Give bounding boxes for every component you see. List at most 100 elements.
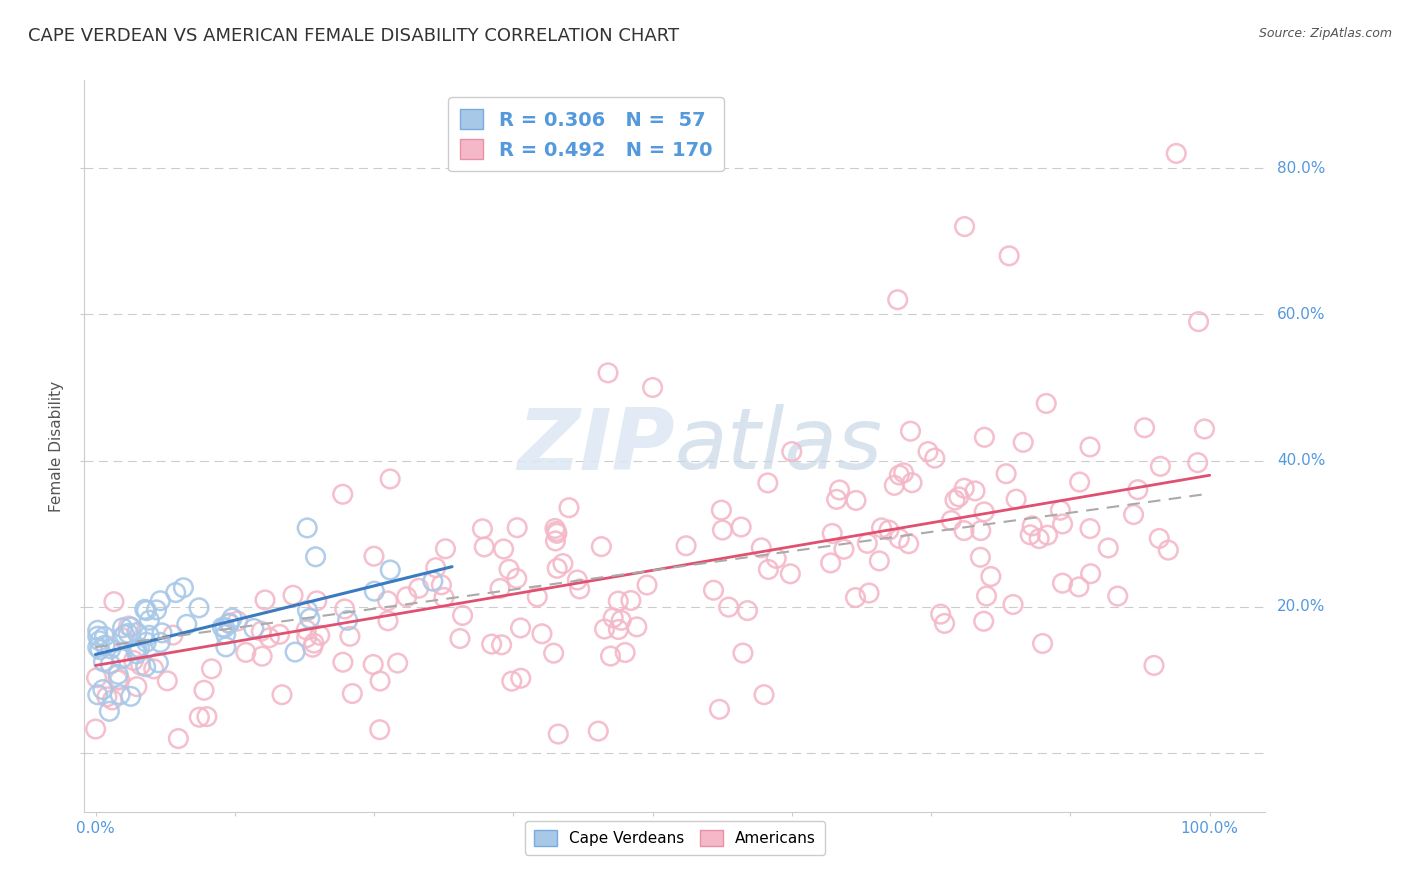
Point <box>120 620 142 634</box>
Point <box>544 533 567 548</box>
Point <box>162 628 184 642</box>
Point <box>602 611 624 625</box>
Point <box>250 649 273 664</box>
Point <box>821 526 844 541</box>
Point <box>1187 315 1209 329</box>
Point <box>100 641 122 656</box>
Point <box>377 594 399 608</box>
Point <box>941 514 963 528</box>
Point <box>1133 421 1156 435</box>
Point <box>117 626 139 640</box>
Point <box>378 472 401 486</box>
Point <box>973 505 995 519</box>
Point <box>336 613 359 627</box>
Point <box>547 727 569 741</box>
Point <box>87 640 110 655</box>
Point <box>526 590 548 604</box>
Point <box>593 622 616 636</box>
Point <box>756 562 779 576</box>
Point <box>501 674 523 689</box>
Point <box>87 629 110 643</box>
Point <box>752 688 775 702</box>
Point <box>530 627 553 641</box>
Point <box>120 690 142 704</box>
Point <box>731 646 754 660</box>
Point <box>1080 566 1102 581</box>
Point <box>408 582 430 596</box>
Point <box>702 583 724 598</box>
Text: atlas: atlas <box>675 404 883 488</box>
Point <box>125 625 148 640</box>
Point <box>1194 422 1216 436</box>
Point <box>1049 503 1071 517</box>
Point <box>893 466 915 480</box>
Point <box>148 656 170 670</box>
Point <box>342 687 364 701</box>
Point <box>332 487 354 501</box>
Point <box>1187 456 1209 470</box>
Point <box>124 642 146 657</box>
Point <box>970 524 993 538</box>
Point <box>235 645 257 659</box>
Point <box>422 574 444 588</box>
Point <box>917 444 939 458</box>
Point <box>1069 475 1091 489</box>
Point <box>167 731 190 746</box>
Point <box>377 614 399 628</box>
Point <box>250 624 273 639</box>
Point <box>953 219 976 234</box>
Point <box>1067 580 1090 594</box>
Point <box>200 662 222 676</box>
Point <box>188 710 211 724</box>
Point <box>218 616 240 631</box>
Point <box>730 520 752 534</box>
Point <box>433 591 456 605</box>
Point <box>588 724 610 739</box>
Point <box>620 593 643 607</box>
Point <box>149 593 172 607</box>
Point <box>858 586 880 600</box>
Point <box>111 621 134 635</box>
Point <box>363 549 385 564</box>
Point <box>897 537 920 551</box>
Point <box>269 627 291 641</box>
Point <box>1019 528 1042 542</box>
Point <box>489 582 512 596</box>
Point <box>900 424 922 438</box>
Point <box>425 560 447 574</box>
Point <box>94 638 117 652</box>
Point <box>118 619 141 633</box>
Point <box>973 614 995 628</box>
Point <box>870 521 893 535</box>
Text: Source: ZipAtlas.com: Source: ZipAtlas.com <box>1258 27 1392 40</box>
Point <box>717 600 740 615</box>
Point <box>626 620 648 634</box>
Point <box>297 603 319 617</box>
Text: 20.0%: 20.0% <box>1277 599 1326 615</box>
Point <box>591 540 613 554</box>
Point <box>1005 492 1028 507</box>
Point <box>641 380 664 394</box>
Point <box>1078 522 1101 536</box>
Point <box>1143 658 1166 673</box>
Point <box>253 593 276 607</box>
Point <box>998 249 1021 263</box>
Point <box>218 615 240 630</box>
Point <box>434 541 457 556</box>
Point <box>150 626 173 640</box>
Point <box>1166 146 1188 161</box>
Legend: Cape Verdeans, Americans: Cape Verdeans, Americans <box>524 821 825 855</box>
Point <box>509 621 531 635</box>
Point <box>96 690 118 704</box>
Point <box>543 646 565 660</box>
Point <box>710 503 733 517</box>
Point <box>149 635 172 649</box>
Point <box>546 526 568 541</box>
Point <box>1001 598 1024 612</box>
Point <box>969 550 991 565</box>
Point <box>756 475 779 490</box>
Point <box>1028 532 1050 546</box>
Point <box>101 693 124 707</box>
Point <box>1052 516 1074 531</box>
Point <box>363 584 385 599</box>
